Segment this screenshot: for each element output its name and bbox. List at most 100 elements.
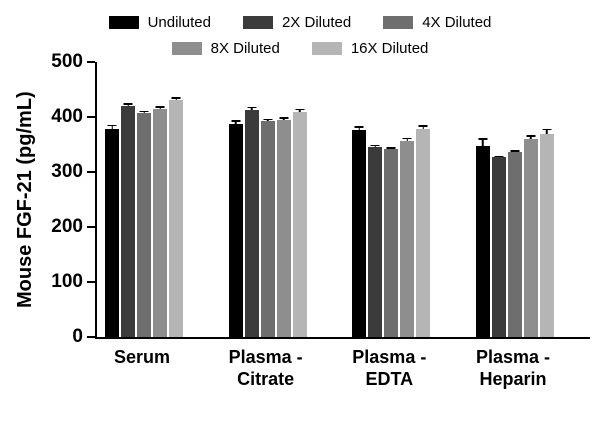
bar bbox=[416, 125, 431, 337]
y-tick-label: 100 bbox=[51, 271, 83, 292]
bar-group bbox=[352, 125, 431, 337]
y-axis-tick bbox=[86, 225, 95, 229]
error-bar-stem bbox=[127, 103, 129, 106]
error-bar-stem bbox=[406, 137, 409, 141]
error-bar bbox=[139, 110, 149, 114]
error-bar-stem bbox=[390, 147, 393, 149]
bar bbox=[523, 135, 538, 337]
error-bar bbox=[123, 103, 133, 106]
x-axis-label: Plasma - EDTA bbox=[350, 347, 428, 391]
error-bar-stem bbox=[482, 138, 484, 146]
bar bbox=[475, 138, 490, 337]
chart-legend: Undiluted 2X Diluted 4X Diluted 8X Diluted… bbox=[0, 14, 600, 57]
bar bbox=[507, 150, 522, 337]
error-bar-stem bbox=[530, 135, 532, 139]
error-bar-stem bbox=[422, 125, 425, 130]
error-bar-stem bbox=[282, 117, 285, 120]
error-bar bbox=[370, 144, 380, 147]
y-axis-tick bbox=[86, 60, 95, 64]
plot-area bbox=[86, 60, 590, 339]
bar-group bbox=[475, 128, 554, 337]
y-tick-labels: 0 100 200 300 400 500 bbox=[30, 51, 83, 347]
error-bar bbox=[542, 128, 552, 135]
error-bar bbox=[231, 120, 241, 125]
y-tick-label: 200 bbox=[51, 216, 83, 237]
legend-label: Undiluted bbox=[147, 14, 211, 31]
bar bbox=[260, 118, 275, 337]
x-axis-label-line: Plasma - bbox=[228, 347, 303, 367]
x-axis-label-line: Citrate bbox=[237, 368, 295, 389]
bar bbox=[292, 108, 307, 337]
legend-item: 4X Diluted bbox=[383, 14, 491, 31]
error-bar bbox=[386, 147, 396, 149]
bar bbox=[121, 103, 135, 337]
error-bar bbox=[107, 124, 117, 130]
bar bbox=[384, 147, 399, 337]
legend-label: 16X Diluted bbox=[350, 40, 429, 57]
legend-item: 8X Diluted bbox=[171, 40, 280, 57]
bar bbox=[491, 155, 506, 337]
bar bbox=[400, 137, 415, 337]
y-axis-tick bbox=[86, 335, 95, 339]
legend-swatch bbox=[242, 16, 273, 29]
bar bbox=[539, 128, 554, 337]
legend-item: 16X Diluted bbox=[311, 40, 429, 57]
bar bbox=[169, 97, 183, 337]
error-bar-stem bbox=[266, 118, 269, 121]
error-bar bbox=[510, 150, 520, 153]
legend-swatch bbox=[108, 16, 139, 29]
x-axis-labels: Serum Plasma - Citrate Plasma - EDTA Plasma -… bbox=[95, 347, 588, 391]
legend-row-1: Undiluted 2X Diluted 4X Diluted bbox=[108, 14, 491, 31]
y-tick-label: 500 bbox=[51, 51, 83, 72]
y-axis-tick bbox=[86, 170, 95, 174]
x-axis-label: Serum bbox=[103, 347, 181, 391]
error-bar bbox=[526, 135, 536, 139]
error-bar-stem bbox=[358, 126, 361, 130]
bar-groups bbox=[97, 62, 590, 337]
error-bar-stem bbox=[159, 106, 161, 109]
error-bar-stem bbox=[175, 97, 177, 100]
error-bar bbox=[418, 125, 428, 130]
bar-group bbox=[228, 106, 307, 337]
error-bar-stem bbox=[234, 120, 237, 125]
y-axis-tick bbox=[86, 115, 95, 119]
error-bar bbox=[295, 108, 305, 113]
error-bar bbox=[279, 117, 289, 120]
error-bar bbox=[494, 155, 504, 158]
error-bar bbox=[402, 137, 412, 141]
legend-item: Undiluted bbox=[108, 14, 211, 31]
error-bar-stem bbox=[498, 155, 500, 158]
legend-swatch bbox=[171, 42, 202, 55]
legend-swatch bbox=[383, 16, 414, 29]
legend-row-2: 8X Diluted 16X Diluted bbox=[171, 40, 429, 57]
error-bar bbox=[354, 126, 364, 130]
bar bbox=[368, 144, 383, 337]
legend-label: 4X Diluted bbox=[422, 14, 492, 31]
error-bar-stem bbox=[250, 106, 253, 110]
bar bbox=[228, 120, 243, 337]
x-axis-label-line: Serum bbox=[113, 347, 171, 367]
error-bar-stem bbox=[546, 128, 548, 135]
bar-group bbox=[105, 97, 183, 337]
y-tick-label: 0 bbox=[72, 326, 83, 347]
error-bar-stem bbox=[298, 108, 301, 113]
bar bbox=[276, 117, 291, 337]
x-axis-label: Plasma - Citrate bbox=[227, 347, 305, 391]
bar bbox=[153, 106, 167, 337]
error-bar bbox=[155, 106, 165, 109]
x-axis-label-line: Plasma - bbox=[352, 347, 427, 367]
x-axis-label-line: EDTA bbox=[365, 368, 414, 389]
error-bar-stem bbox=[143, 110, 145, 114]
error-bar-stem bbox=[111, 124, 113, 130]
error-bar bbox=[171, 97, 181, 100]
y-axis-tick bbox=[86, 280, 95, 284]
y-tick-label: 400 bbox=[51, 106, 83, 127]
error-bar-stem bbox=[374, 144, 377, 147]
legend-label: 8X Diluted bbox=[210, 40, 280, 57]
error-bar bbox=[263, 118, 273, 121]
y-tick-label: 300 bbox=[51, 161, 83, 182]
legend-item: 2X Diluted bbox=[242, 14, 351, 31]
error-bar-stem bbox=[514, 150, 516, 153]
bar bbox=[352, 126, 367, 337]
